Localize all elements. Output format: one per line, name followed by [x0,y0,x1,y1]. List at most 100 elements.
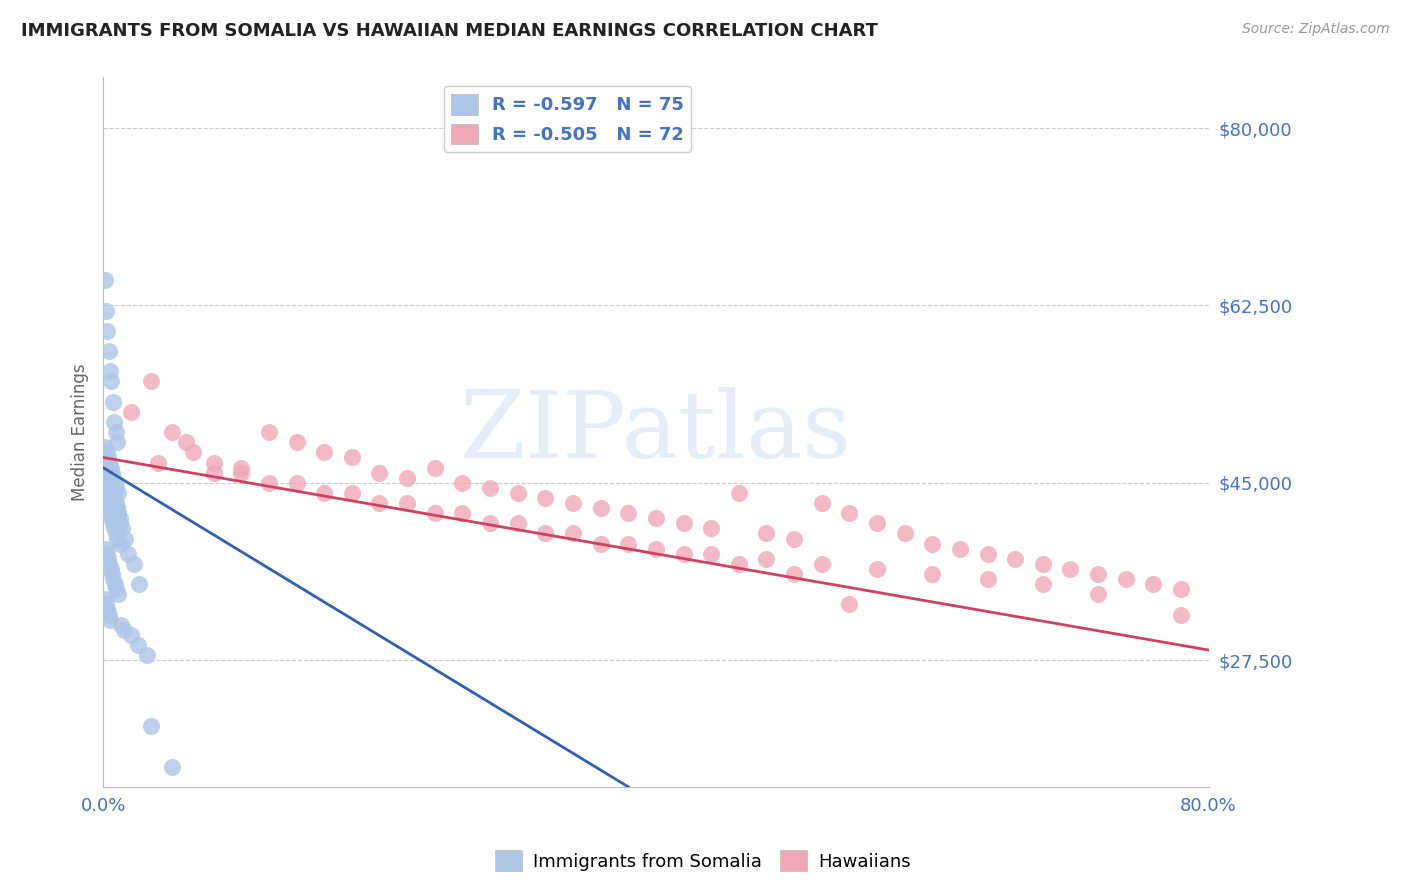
Point [314,445,336,459]
Point [100,511,122,525]
Point [98,475,121,490]
Point [98,475,121,490]
Point [921,567,943,582]
Legend: R = -0.597   N = 75, R = -0.505   N = 72: R = -0.597 N = 75, R = -0.505 N = 72 [443,87,692,152]
Point [202,456,225,470]
Text: ZIPatlas: ZIPatlas [460,387,852,477]
Point [783,567,806,582]
Point [104,475,127,490]
Point [1087,587,1109,601]
Point [97,501,120,516]
Point [700,521,723,535]
Text: Source: ZipAtlas.com: Source: ZipAtlas.com [1241,22,1389,37]
Point [141,719,163,733]
Point [105,501,128,516]
Point [117,547,139,561]
Point [314,486,336,500]
Point [617,536,640,550]
Point [108,516,131,531]
Point [340,486,363,500]
Point [103,491,125,505]
Point [589,536,612,550]
Point [105,501,128,516]
Point [103,521,125,535]
Point [1032,557,1054,571]
Point [148,456,170,470]
Point [97,607,120,622]
Point [103,471,125,485]
Point [257,475,280,490]
Point [96,602,118,616]
Point [97,450,120,465]
Point [105,532,128,546]
Point [921,536,943,550]
Point [120,405,142,419]
Point [103,572,125,586]
Point [562,496,585,510]
Point [285,435,308,450]
Point [1004,551,1026,566]
Point [103,491,125,505]
Point [396,496,419,510]
Point [866,516,889,531]
Point [97,344,120,359]
Point [127,638,149,652]
Point [107,486,129,500]
Point [368,466,391,480]
Point [506,486,529,500]
Point [231,466,253,480]
Point [97,551,120,566]
Point [141,375,163,389]
Point [112,623,135,637]
Point [727,486,749,500]
Point [1087,567,1109,582]
Point [1170,607,1192,622]
Point [810,496,832,510]
Point [1170,582,1192,597]
Point [340,450,363,465]
Point [100,375,122,389]
Point [104,577,127,591]
Point [101,567,124,582]
Point [120,628,142,642]
Point [101,486,124,500]
Point [423,506,446,520]
Point [174,435,197,450]
Point [96,445,118,459]
Point [423,460,446,475]
Point [100,562,122,576]
Point [94,491,117,505]
Point [101,486,124,500]
Point [101,394,124,409]
Point [644,541,666,556]
Point [94,598,117,612]
Point [479,516,502,531]
Point [105,481,128,495]
Point [617,506,640,520]
Point [783,532,806,546]
Point [810,557,832,571]
Point [122,557,145,571]
Point [100,481,122,495]
Point [136,648,159,662]
Legend: Immigrants from Somalia, Hawaiians: Immigrants from Somalia, Hawaiians [488,843,918,879]
Point [1059,562,1081,576]
Point [838,598,860,612]
Point [107,587,129,601]
Text: IMMIGRANTS FROM SOMALIA VS HAWAIIAN MEDIAN EARNINGS CORRELATION CHART: IMMIGRANTS FROM SOMALIA VS HAWAIIAN MEDI… [21,22,877,40]
Point [101,516,124,531]
Point [104,496,127,510]
Point [107,506,129,520]
Point [755,551,778,566]
Point [534,526,557,541]
Point [949,541,972,556]
Point [98,364,121,378]
Point [202,466,225,480]
Point [838,506,860,520]
Point [107,506,129,520]
Point [866,562,889,576]
Point [285,475,308,490]
Point [479,481,502,495]
Point [181,445,204,459]
Point [562,526,585,541]
